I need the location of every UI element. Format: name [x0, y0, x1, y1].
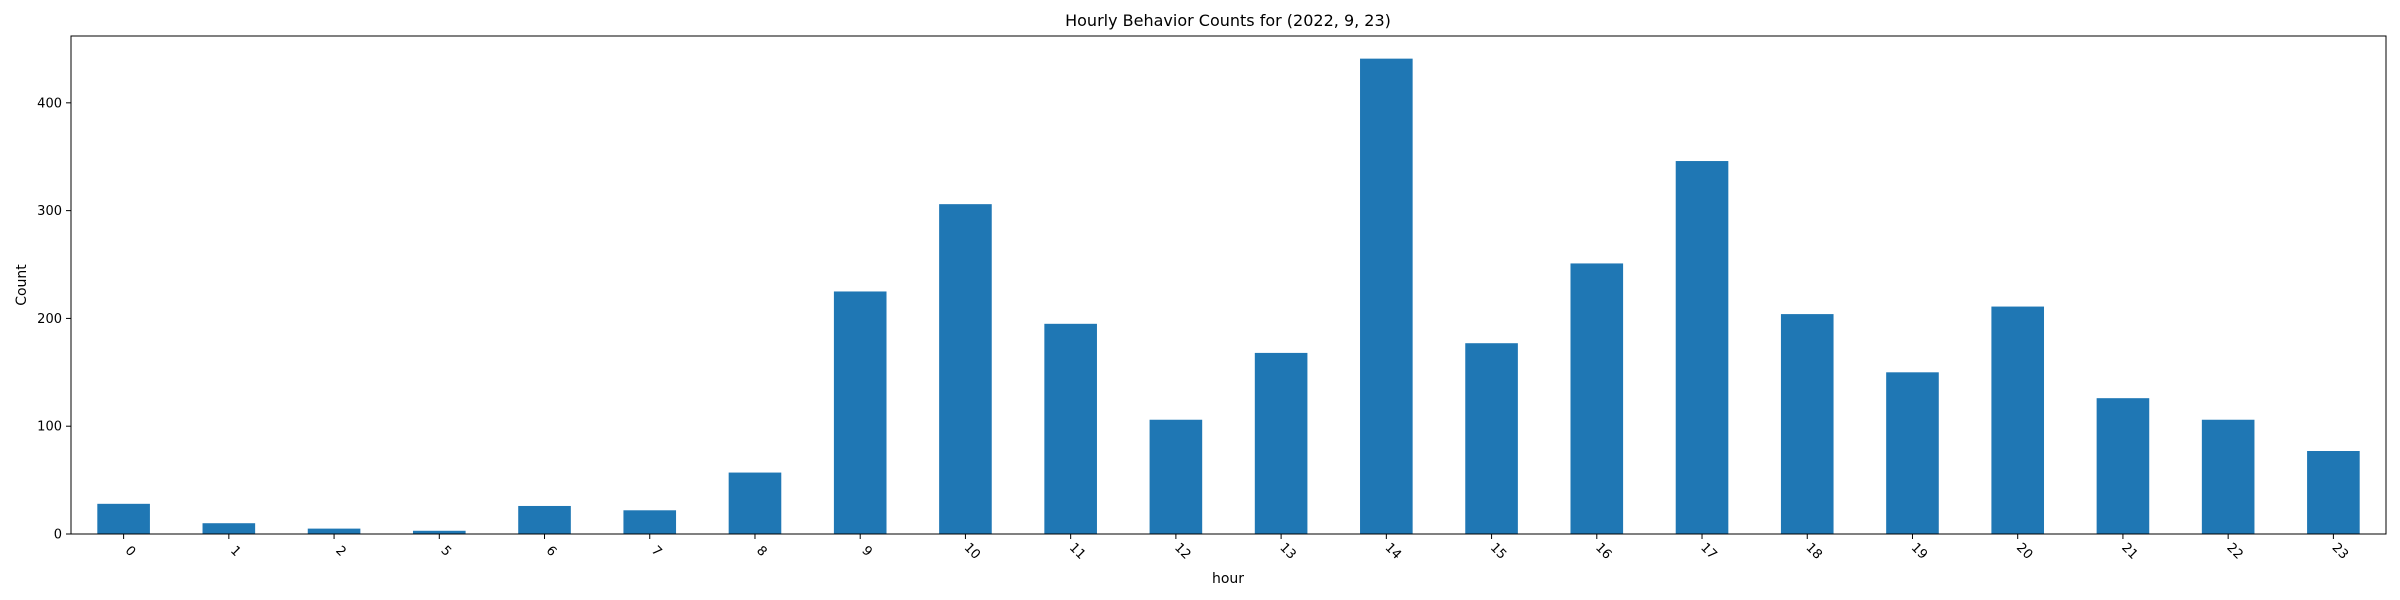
x-tick-label: 19: [1908, 540, 1930, 562]
x-tick-label: 5: [438, 543, 454, 559]
bar-hour-9: [833, 291, 887, 534]
bar-hour-5: [412, 530, 466, 534]
y-tick-label: 400: [37, 96, 62, 111]
bar-hour-6: [518, 505, 571, 534]
x-tick-label: 17: [1697, 540, 1719, 562]
x-tick-label: 16: [1592, 540, 1614, 562]
x-axis: 0 1 2 5 6 7 8 9 10 11 12 13 14 15 16 17 18 19 20 21 22 23: [122, 534, 2351, 563]
bar-hour-12: [1149, 419, 1203, 534]
y-tick-label: 200: [37, 312, 62, 327]
y-tick-label: 300: [37, 204, 62, 219]
x-tick-label: 9: [858, 543, 874, 559]
x-tick-label: 1: [227, 543, 243, 559]
bar-hour-13: [1254, 352, 1308, 534]
bar-hour-23: [2307, 451, 2360, 534]
bar-hour-2: [307, 528, 361, 534]
bar-series: [97, 58, 2360, 535]
bar-hour-17: [1675, 161, 1729, 535]
bar-hour-7: [623, 510, 677, 534]
x-tick-label: 6: [543, 543, 559, 559]
x-tick-label: 7: [648, 543, 664, 559]
bar-hour-21: [2096, 398, 2150, 534]
bar-hour-22: [2201, 419, 2255, 534]
x-tick-label: 10: [961, 540, 983, 562]
x-tick-label: 23: [2329, 540, 2351, 562]
y-axis-label: Count: [14, 264, 30, 306]
bar-hour-15: [1465, 343, 1518, 534]
x-tick-label: 8: [753, 543, 769, 559]
bar-hour-10: [939, 204, 992, 534]
x-tick-label: 22: [2223, 540, 2245, 562]
bar-hour-1: [202, 523, 256, 534]
x-tick-label: 12: [1171, 540, 1193, 562]
x-tick-label: 18: [1803, 540, 1825, 562]
x-tick-label: 2: [332, 543, 348, 559]
x-tick-label: 14: [1382, 540, 1404, 562]
x-tick-label: 0: [122, 543, 138, 559]
x-tick-label: 21: [2118, 540, 2140, 562]
y-tick-label: 0: [54, 528, 62, 543]
bar-hour-20: [1991, 306, 2045, 534]
x-tick-label: 13: [1276, 540, 1298, 562]
bar-hour-0: [97, 503, 150, 534]
bar-hour-11: [1044, 323, 1097, 534]
y-axis: 0 100 200 300 400: [37, 96, 71, 543]
bar-hour-14: [1360, 58, 1413, 534]
plot-frame: [70, 35, 2387, 535]
bar-hour-16: [1570, 263, 1624, 534]
x-tick-label: 11: [1066, 540, 1088, 562]
bar-hour-8: [728, 472, 782, 534]
bar-hour-18: [1780, 314, 1834, 534]
bar-hour-19: [1886, 372, 1939, 534]
x-axis-label: hour: [1212, 571, 1244, 587]
x-tick-label: 15: [1487, 540, 1509, 562]
y-tick-label: 100: [37, 420, 62, 435]
x-tick-label: 20: [2013, 540, 2035, 562]
chart-title: Hourly Behavior Counts for (2022, 9, 23): [1065, 11, 1391, 30]
